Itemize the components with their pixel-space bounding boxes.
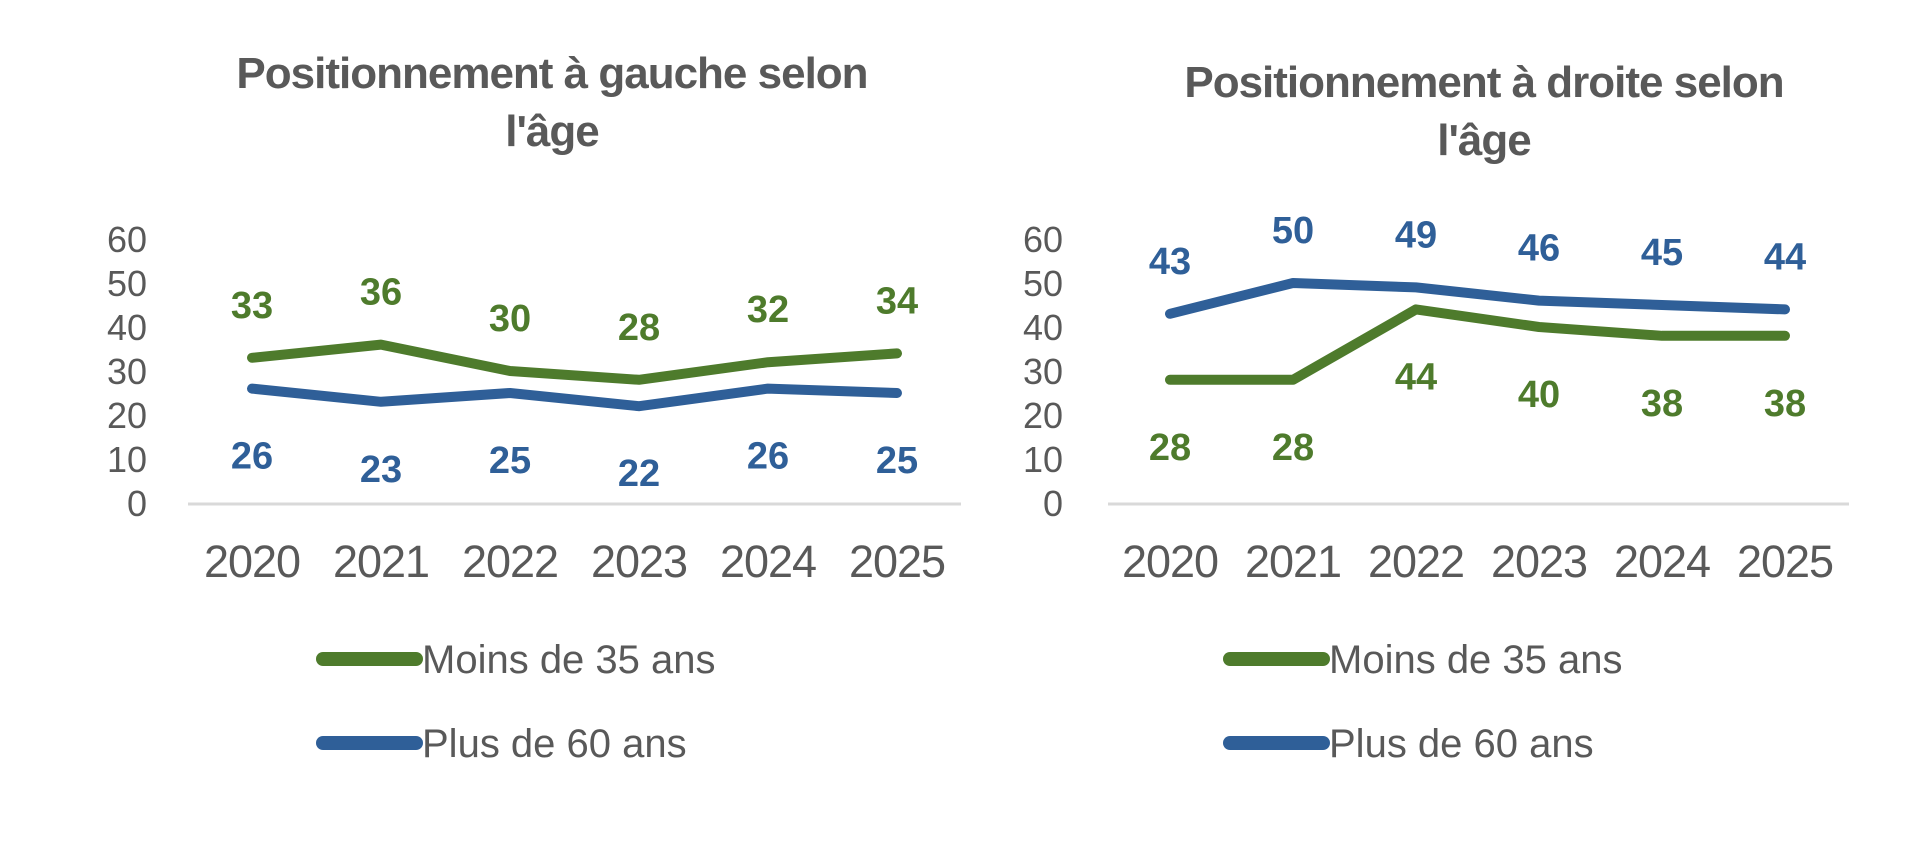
- data-label-plus-de-60-ans: 45: [1641, 232, 1683, 274]
- legend-label: Moins de 35 ans: [422, 638, 716, 682]
- legend-item-plus-de-60-ans: Plus de 60 ans: [1223, 722, 1594, 766]
- data-label-moins-de-35-ans: 28: [1272, 427, 1314, 469]
- data-label-moins-de-35-ans: 34: [876, 280, 918, 322]
- data-label-moins-de-35-ans: 38: [1641, 383, 1683, 425]
- data-label-plus-de-60-ans: 25: [876, 440, 918, 482]
- data-label-plus-de-60-ans: 26: [231, 436, 273, 478]
- x-axis-tick-label: 2021: [333, 536, 429, 587]
- x-axis-tick-label: 2024: [720, 536, 816, 587]
- legend-label: Plus de 60 ans: [1329, 722, 1594, 766]
- y-axis-tick-label: 50: [107, 263, 147, 304]
- data-label-moins-de-35-ans: 33: [231, 285, 273, 327]
- y-axis-tick-label: 0: [1043, 483, 1063, 524]
- data-label-plus-de-60-ans: 25: [489, 440, 531, 482]
- data-label-moins-de-35-ans: 30: [489, 298, 531, 340]
- x-axis-tick-label: 2020: [1122, 536, 1218, 587]
- data-label-moins-de-35-ans: 40: [1518, 374, 1560, 416]
- chart-title-line: l'âge: [505, 107, 599, 156]
- data-label-moins-de-35-ans: 28: [618, 307, 660, 349]
- data-label-moins-de-35-ans: 36: [360, 272, 402, 314]
- y-axis-tick-label: 40: [107, 307, 147, 348]
- series-line-plus-de-60-ans: [1165, 278, 1790, 319]
- x-axis-tick-label: 2024: [1614, 536, 1710, 587]
- chart-positionnement-droite: Positionnement à droite selonl'âge010203…: [1023, 58, 1849, 766]
- data-label-plus-de-60-ans: 26: [747, 436, 789, 478]
- x-axis-tick-label: 2020: [204, 536, 300, 587]
- legend-label: Plus de 60 ans: [422, 722, 687, 766]
- legend-item-plus-de-60-ans: Plus de 60 ans: [316, 722, 687, 766]
- chart-positionnement-gauche: Positionnement à gauche selonl'âge010203…: [107, 49, 961, 766]
- y-axis-tick-label: 40: [1023, 307, 1063, 348]
- legend-item-moins-de-35-ans: Moins de 35 ans: [316, 638, 716, 682]
- data-label-plus-de-60-ans: 44: [1764, 236, 1806, 278]
- data-label-plus-de-60-ans: 23: [360, 449, 402, 491]
- data-label-moins-de-35-ans: 44: [1395, 356, 1437, 398]
- x-axis-tick-label: 2021: [1245, 536, 1341, 587]
- x-axis-tick-label: 2022: [462, 536, 558, 587]
- data-label-plus-de-60-ans: 43: [1149, 241, 1191, 283]
- x-axis-tick-label: 2025: [849, 536, 945, 587]
- data-label-moins-de-35-ans: 32: [747, 289, 789, 331]
- series-line-plus-de-60-ans: [247, 383, 902, 412]
- y-axis-tick-label: 20: [107, 395, 147, 436]
- series-line-moins-de-35-ans: [1165, 304, 1790, 385]
- x-axis-tick-label: 2023: [591, 536, 687, 587]
- chart-title-line: Positionnement à gauche selon: [236, 49, 867, 98]
- y-axis-tick-label: 60: [1023, 219, 1063, 260]
- chart-title-line: l'âge: [1437, 116, 1531, 165]
- legend-label: Moins de 35 ans: [1329, 638, 1623, 682]
- y-axis-tick-label: 20: [1023, 395, 1063, 436]
- data-label-plus-de-60-ans: 46: [1518, 228, 1560, 270]
- y-axis-tick-label: 10: [1023, 439, 1063, 480]
- data-label-plus-de-60-ans: 22: [618, 453, 660, 495]
- y-axis-tick-label: 30: [1023, 351, 1063, 392]
- data-label-plus-de-60-ans: 49: [1395, 214, 1437, 256]
- x-axis-tick-label: 2023: [1491, 536, 1587, 587]
- y-axis-tick-label: 0: [127, 483, 147, 524]
- y-axis-tick-label: 50: [1023, 263, 1063, 304]
- y-axis-tick-label: 10: [107, 439, 147, 480]
- legend-item-moins-de-35-ans: Moins de 35 ans: [1223, 638, 1623, 682]
- y-axis-tick-label: 30: [107, 351, 147, 392]
- data-label-moins-de-35-ans: 38: [1764, 383, 1806, 425]
- chart-title-line: Positionnement à droite selon: [1184, 58, 1783, 107]
- x-axis-tick-label: 2025: [1737, 536, 1833, 587]
- data-label-plus-de-60-ans: 50: [1272, 210, 1314, 252]
- y-axis-tick-label: 60: [107, 219, 147, 260]
- x-axis-tick-label: 2022: [1368, 536, 1464, 587]
- data-label-moins-de-35-ans: 28: [1149, 427, 1191, 469]
- series-line-moins-de-35-ans: [247, 339, 902, 385]
